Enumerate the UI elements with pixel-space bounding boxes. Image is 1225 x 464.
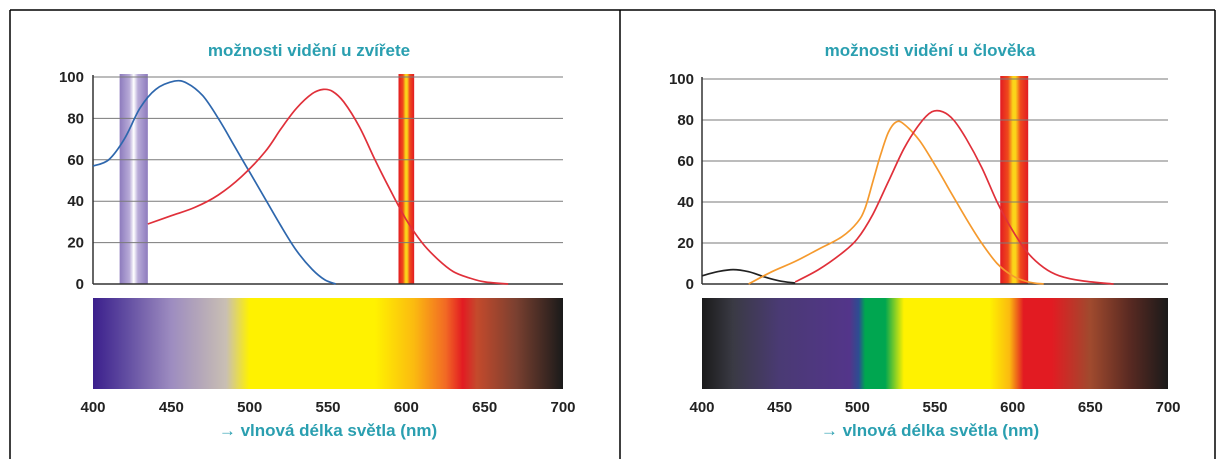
y-tick-labels: 0 20 40 60 80 100 (669, 71, 694, 293)
series-curve-2 (794, 109, 1114, 285)
y-tick-labels: 0 20 40 60 80 100 (59, 69, 84, 293)
x-tick-600: 600 (394, 399, 419, 416)
band-violet-0 (119, 74, 148, 284)
x-tick-700: 700 (550, 399, 575, 416)
spectrum-bar (93, 298, 563, 389)
y-tick-20: 20 (67, 235, 84, 252)
x-tick-450: 450 (767, 399, 792, 416)
x-tick-labels: 400 450 500 550 600 650 700 (689, 399, 1180, 416)
series-curve-0 (701, 268, 796, 284)
y-tick-80: 80 (67, 110, 84, 127)
y-tick-20: 20 (677, 235, 694, 252)
x-tick-650: 650 (472, 399, 497, 416)
x-tick-700: 700 (1155, 399, 1180, 416)
x-tick-600: 600 (1000, 399, 1025, 416)
x-tick-550: 550 (315, 399, 340, 416)
x-tick-550: 550 (922, 399, 947, 416)
x-axis-label: → vlnová délka světla (nm) (821, 421, 1039, 440)
x-axis-label: → vlnová délka světla (nm) (219, 421, 437, 440)
band-red-1 (398, 74, 415, 284)
band-red-0 (1000, 76, 1029, 284)
chart-human: možnosti vidění u člověka 0 20 40 60 80 100 4… (669, 41, 1181, 440)
spectrum-bar (702, 298, 1168, 389)
y-tick-40: 40 (67, 193, 84, 210)
y-tick-40: 40 (677, 194, 694, 211)
x-tick-650: 650 (1078, 399, 1103, 416)
y-tick-100: 100 (59, 69, 84, 86)
curves (92, 79, 509, 285)
highlight-bands (1000, 76, 1029, 284)
x-tick-450: 450 (159, 399, 184, 416)
y-tick-100: 100 (669, 71, 694, 88)
gridlines (92, 75, 563, 285)
x-tick-labels: 400 450 500 550 600 650 700 (80, 399, 575, 416)
series-curve-0 (92, 79, 337, 285)
gridlines (701, 77, 1168, 285)
x-tick-500: 500 (845, 399, 870, 416)
y-tick-80: 80 (677, 112, 694, 129)
series-curve-1 (748, 120, 1044, 285)
curves (701, 109, 1114, 285)
y-tick-60: 60 (67, 152, 84, 169)
highlight-bands (119, 74, 415, 284)
x-tick-500: 500 (237, 399, 262, 416)
chart-animal: možnosti vidění u zvířete 0 20 40 60 80 100 4… (59, 41, 576, 440)
chart-title: možnosti vidění u člověka (825, 41, 1036, 60)
x-tick-400: 400 (689, 399, 714, 416)
x-tick-400: 400 (80, 399, 105, 416)
y-tick-0: 0 (76, 276, 84, 293)
series-curve-1 (147, 88, 509, 285)
y-tick-0: 0 (686, 276, 694, 293)
y-tick-60: 60 (677, 153, 694, 170)
chart-title: možnosti vidění u zvířete (208, 41, 410, 60)
